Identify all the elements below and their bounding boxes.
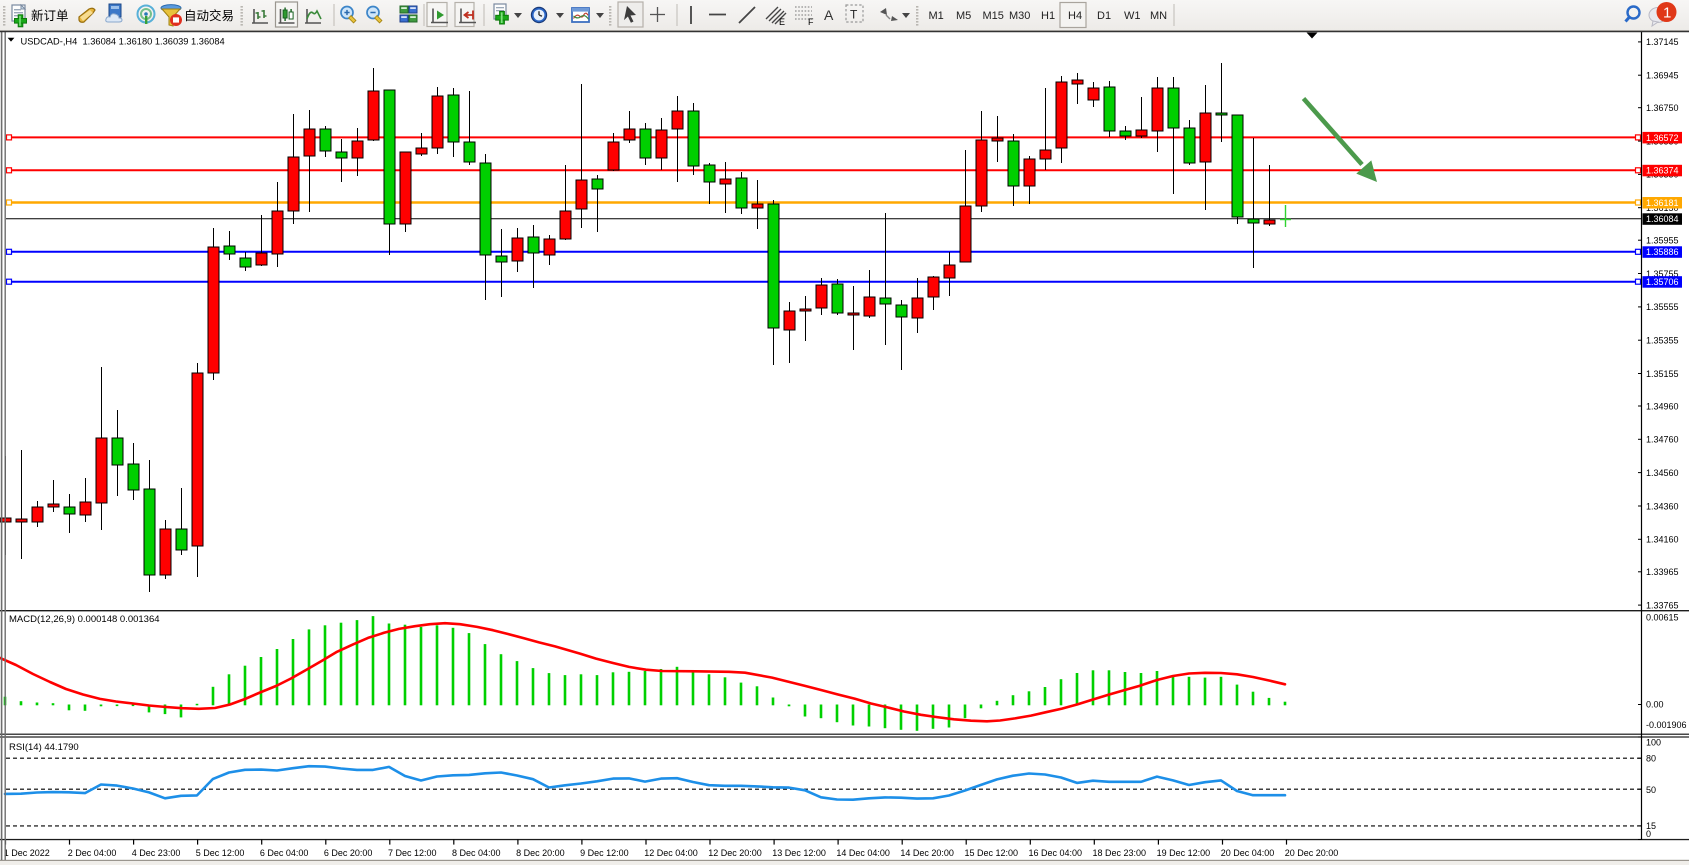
svg-text:USDCAD-,H4 1.36084 1.36180 1.: USDCAD-,H4 1.36084 1.36180 1.36039 1.360… bbox=[21, 36, 225, 46]
svg-text:100: 100 bbox=[1646, 738, 1661, 748]
svg-text:12 Dec 04:00: 12 Dec 04:00 bbox=[644, 848, 698, 858]
svg-text:1.35706: 1.35706 bbox=[1646, 277, 1679, 287]
svg-text:T: T bbox=[850, 8, 858, 22]
svg-text:1.35755: 1.35755 bbox=[1646, 269, 1679, 279]
svg-text:F: F bbox=[808, 17, 814, 27]
svg-text:W1: W1 bbox=[1124, 10, 1141, 22]
svg-text:A: A bbox=[824, 7, 834, 23]
svg-text:8 Dec 20:00: 8 Dec 20:00 bbox=[516, 848, 565, 858]
svg-text:H4: H4 bbox=[1068, 10, 1082, 22]
svg-text:12 Dec 20:00: 12 Dec 20:00 bbox=[708, 848, 762, 858]
svg-text:1 Dec 2022: 1 Dec 2022 bbox=[4, 848, 50, 858]
svg-text:1.37145: 1.37145 bbox=[1646, 37, 1679, 47]
svg-text:MACD(12,26,9) 0.000148 0.00136: MACD(12,26,9) 0.000148 0.001364 bbox=[9, 614, 160, 625]
svg-text:1.35955: 1.35955 bbox=[1646, 236, 1679, 246]
svg-text:6 Dec 20:00: 6 Dec 20:00 bbox=[324, 848, 373, 858]
svg-text:-0.001906: -0.001906 bbox=[1646, 720, 1687, 730]
svg-text:13 Dec 12:00: 13 Dec 12:00 bbox=[772, 848, 826, 858]
svg-text:1: 1 bbox=[1663, 5, 1671, 22]
svg-text:0: 0 bbox=[1646, 829, 1651, 839]
svg-text:9 Dec 12:00: 9 Dec 12:00 bbox=[580, 848, 629, 858]
svg-text:16 Dec 04:00: 16 Dec 04:00 bbox=[1029, 848, 1083, 858]
svg-text:4 Dec 23:00: 4 Dec 23:00 bbox=[132, 848, 181, 858]
svg-text:自动交易: 自动交易 bbox=[184, 8, 234, 23]
svg-text:6 Dec 04:00: 6 Dec 04:00 bbox=[260, 848, 309, 858]
svg-text:1.36084: 1.36084 bbox=[1646, 214, 1679, 224]
svg-text:1.33765: 1.33765 bbox=[1646, 600, 1679, 610]
svg-text:1.34160: 1.34160 bbox=[1646, 535, 1679, 545]
svg-text:15 Dec 12:00: 15 Dec 12:00 bbox=[965, 848, 1019, 858]
svg-text:80: 80 bbox=[1646, 754, 1656, 764]
svg-text:M5: M5 bbox=[956, 10, 971, 22]
svg-text:7 Dec 12:00: 7 Dec 12:00 bbox=[388, 848, 437, 858]
svg-text:M15: M15 bbox=[983, 10, 1004, 22]
svg-text:RSI(14) 44.1790: RSI(14) 44.1790 bbox=[9, 742, 79, 753]
svg-text:0.00615: 0.00615 bbox=[1646, 613, 1679, 623]
svg-text:18 Dec 23:00: 18 Dec 23:00 bbox=[1093, 848, 1147, 858]
svg-text:14 Dec 20:00: 14 Dec 20:00 bbox=[900, 848, 954, 858]
svg-text:1.36945: 1.36945 bbox=[1646, 71, 1679, 81]
svg-text:M1: M1 bbox=[929, 10, 944, 22]
svg-text:1.35155: 1.35155 bbox=[1646, 369, 1679, 379]
svg-text:2 Dec 04:00: 2 Dec 04:00 bbox=[68, 848, 117, 858]
svg-text:5 Dec 12:00: 5 Dec 12:00 bbox=[196, 848, 245, 858]
svg-text:D1: D1 bbox=[1097, 10, 1111, 22]
svg-text:1.34760: 1.34760 bbox=[1646, 435, 1679, 445]
svg-text:1.36750: 1.36750 bbox=[1646, 103, 1679, 113]
svg-text:1.35555: 1.35555 bbox=[1646, 302, 1679, 312]
svg-text:E: E bbox=[779, 17, 785, 27]
svg-text:15: 15 bbox=[1646, 821, 1656, 831]
svg-text:1.35355: 1.35355 bbox=[1646, 336, 1679, 346]
svg-text:1.33965: 1.33965 bbox=[1646, 567, 1679, 577]
svg-text:1.35886: 1.35886 bbox=[1646, 247, 1679, 257]
svg-text:50: 50 bbox=[1646, 785, 1656, 795]
svg-text:20 Dec 04:00: 20 Dec 04:00 bbox=[1221, 848, 1275, 858]
svg-text:1.36374: 1.36374 bbox=[1646, 166, 1679, 176]
svg-text:H1: H1 bbox=[1041, 10, 1055, 22]
svg-text:1.34360: 1.34360 bbox=[1646, 501, 1679, 511]
svg-text:1.34560: 1.34560 bbox=[1646, 468, 1679, 478]
svg-text:19 Dec 12:00: 19 Dec 12:00 bbox=[1157, 848, 1211, 858]
svg-text:新订单: 新订单 bbox=[31, 8, 69, 23]
svg-text:1.36181: 1.36181 bbox=[1646, 198, 1679, 208]
svg-text:20 Dec 20:00: 20 Dec 20:00 bbox=[1285, 848, 1339, 858]
svg-text:1.36572: 1.36572 bbox=[1646, 133, 1679, 143]
svg-text:M30: M30 bbox=[1009, 10, 1030, 22]
svg-text:MN: MN bbox=[1150, 10, 1167, 22]
svg-text:8 Dec 04:00: 8 Dec 04:00 bbox=[452, 848, 501, 858]
svg-text:1.34960: 1.34960 bbox=[1646, 401, 1679, 411]
svg-text:0.00: 0.00 bbox=[1646, 699, 1664, 709]
svg-text:14 Dec 04:00: 14 Dec 04:00 bbox=[836, 848, 890, 858]
